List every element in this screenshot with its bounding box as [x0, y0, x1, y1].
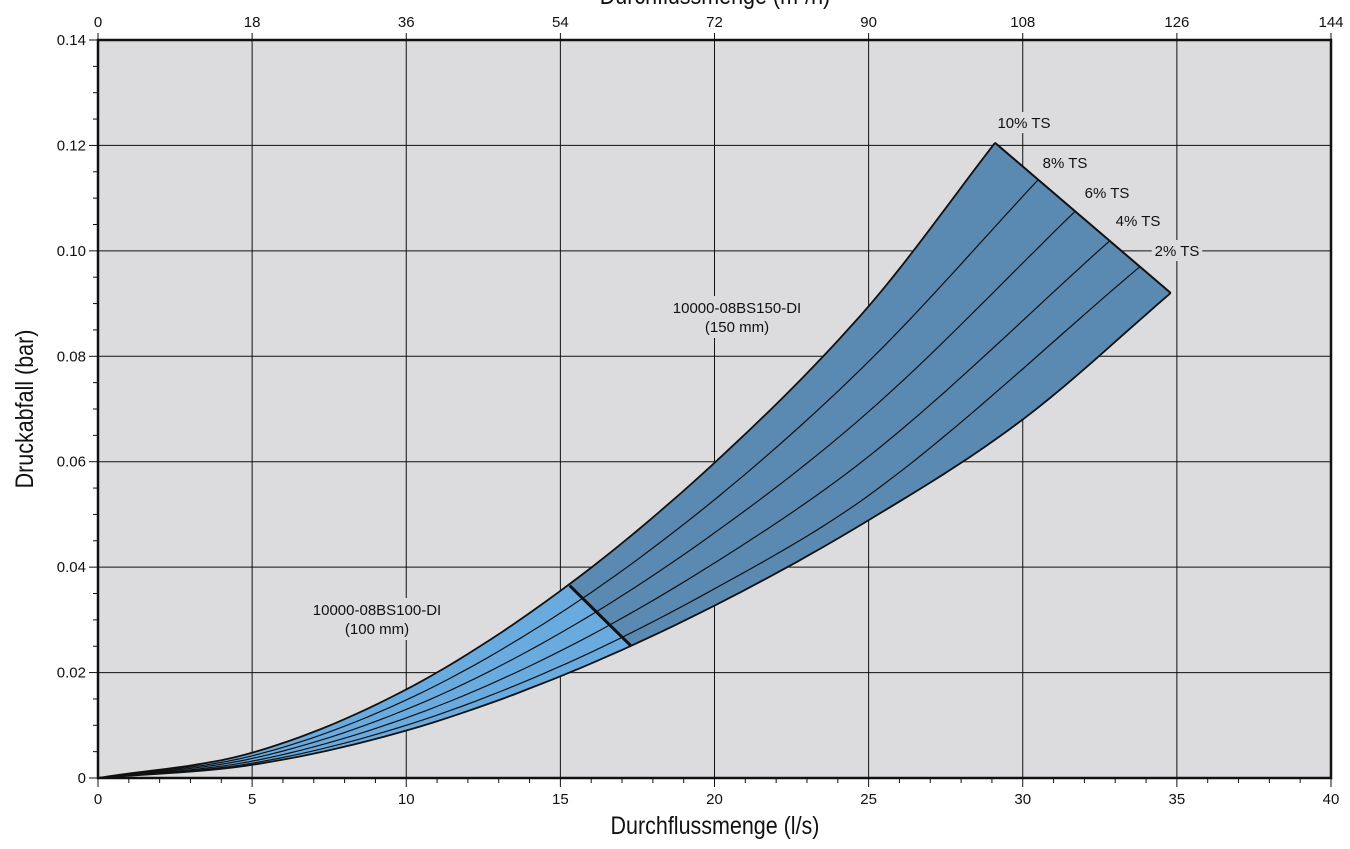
x-tick-label: 40	[1323, 791, 1340, 808]
series-line	[97, 292, 1172, 779]
series-line	[97, 266, 1141, 779]
region-label: 10000-08BS150-DI	[673, 300, 801, 317]
region-divider	[568, 584, 633, 648]
ts-label-bg	[1039, 152, 1091, 173]
region-label: 10000-08BS100-DI	[313, 602, 441, 619]
top-tick-label: 144	[1318, 14, 1343, 31]
ts-label-bg	[1151, 240, 1203, 261]
top-axis-title: Durchflussmenge (m³/h)	[600, 0, 830, 9]
x-tick-label: 5	[248, 791, 256, 808]
y-tick-label: 0	[78, 770, 86, 787]
x-tick-label: 15	[552, 791, 569, 808]
ts-label: 2% TS	[1155, 243, 1200, 260]
region-label-bg	[659, 296, 815, 338]
ts-label-bg	[1112, 210, 1164, 231]
region-150mm	[569, 142, 1171, 646]
x-tick-label: 25	[860, 791, 877, 808]
y-tick-label: 0.14	[57, 32, 86, 49]
annotations: 10% TS 8% TS 6% TS 4% TS 2% TS 10000-08BS100-…	[299, 112, 1203, 640]
y-tick-label: 0.02	[57, 665, 86, 682]
y-tick-label: 0.04	[57, 559, 86, 576]
plot-frame	[96, 38, 1333, 780]
top-tick-label: 72	[706, 14, 723, 31]
x-tick-label: 35	[1169, 791, 1186, 808]
top-tick-label: 90	[860, 14, 877, 31]
x-tick-label: 10	[398, 791, 415, 808]
region-sublabel: (100 mm)	[345, 621, 409, 638]
right-boundary-line	[994, 142, 1172, 294]
ts-label: 6% TS	[1085, 185, 1130, 202]
y-tick-label: 0.12	[57, 137, 86, 154]
top-tick-label: 126	[1164, 14, 1189, 31]
y-tick-label: 0.06	[57, 454, 86, 471]
y-tick-label: 0.08	[57, 348, 86, 365]
ts-label-bg	[994, 112, 1054, 133]
x-tick-label: 20	[706, 791, 723, 808]
top-tick-label: 0	[94, 14, 102, 31]
series-line	[97, 240, 1110, 779]
top-tick-label: 54	[552, 14, 569, 31]
region-label-bg	[299, 598, 455, 640]
region-sublabel: (150 mm)	[705, 319, 769, 336]
ts-label: 4% TS	[1116, 213, 1161, 230]
top-tick-label: 36	[398, 14, 415, 31]
x-tick-label: 0	[94, 791, 102, 808]
series-line	[97, 210, 1076, 779]
y-axis-title: Druckabfall (bar)	[10, 330, 38, 489]
x-tick-label: 30	[1014, 791, 1031, 808]
top-tick-label: 18	[244, 14, 261, 31]
tick-labels: 0 5 10 15 20 25 30 35 40 0 0.02 0.04 0.06 0.08 0.10 0.1…	[57, 14, 1344, 808]
series-line	[97, 179, 1039, 779]
ts-label-bg	[1081, 182, 1133, 203]
top-tick-label: 108	[1010, 14, 1035, 31]
ts-label: 10% TS	[997, 115, 1050, 132]
x-axis-title: Durchflussmenge (l/s)	[611, 811, 820, 839]
y-tick-label: 0.10	[57, 243, 86, 260]
data-curves	[97, 142, 1172, 779]
ts-label: 8% TS	[1043, 155, 1088, 172]
series-line	[97, 142, 996, 779]
